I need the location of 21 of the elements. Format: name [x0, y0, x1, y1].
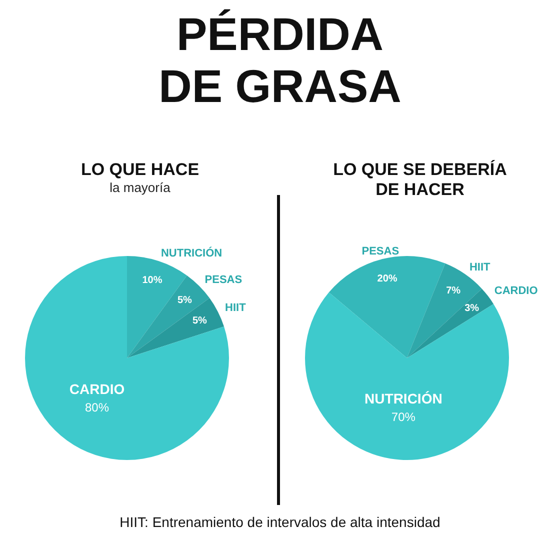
data-label: 80% [85, 400, 110, 415]
slice-label: HIIT [225, 302, 246, 314]
slice-label: NUTRICIÓN [160, 246, 222, 260]
text: HIIT: Entrenamiento de intervalos de alta intensidad [118, 514, 442, 530]
data-label: 5% [192, 316, 208, 327]
slice-label: CARDIO [494, 285, 538, 298]
chart-subtitle: la mayoría [108, 180, 172, 195]
slice-label: HIIT [469, 261, 491, 274]
data-label: 10% [142, 275, 162, 286]
slice-label: PESAS [204, 274, 242, 286]
data-label: 70% [391, 410, 416, 424]
text: PÉRDIDA DE GRASA [158, 8, 402, 112]
data-label: 3% [464, 303, 480, 314]
slice-label: PESAS [362, 245, 400, 258]
slice-label: CARDIO [69, 381, 125, 398]
chart-title: LO QUE HACE [80, 160, 200, 180]
data-label: 20% [377, 274, 398, 285]
slice-label: NUTRICIÓN [364, 390, 442, 407]
data-label: 5% [177, 295, 192, 306]
chart-title: LO QUE SE DEBERÍA DE HACER [332, 160, 508, 200]
data-label: 7% [446, 286, 461, 297]
